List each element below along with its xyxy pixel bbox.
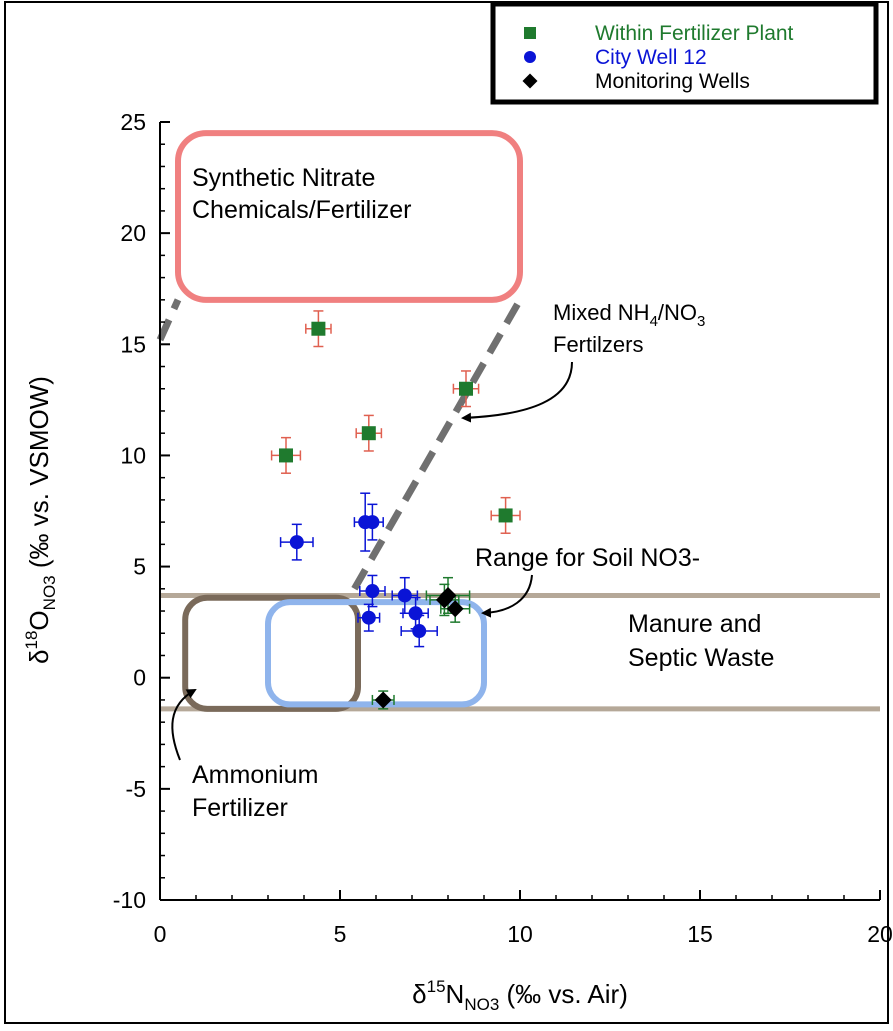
y-tick-label: 25 [120,109,146,135]
legend-marker-circle [524,51,536,63]
mixed-label-pre: Mixed NH [553,300,650,325]
mixed-line-left [156,298,182,342]
y-axis-title: δ18ONO3 (‰ vs. VSMOW) [22,376,59,664]
point-square [498,508,513,523]
figure-border [4,1,889,1024]
legend-label: City Well 12 [595,46,707,69]
ammonium-label-line2: Fertilizer [192,794,288,822]
soil-arrow [481,574,533,618]
mixed-label-sub1: 4 [650,313,658,330]
x-tick-label: 10 [507,921,533,947]
mixed-arrow [461,361,573,423]
x-axis-title-sub: NO3 [464,995,499,1014]
manure-label-line2: Septic Waste [628,644,774,672]
point-diamond [446,600,464,618]
point-square [459,381,473,396]
y-tick-label: 10 [120,442,146,468]
ammonium-label-line1: Ammonium [192,761,318,789]
mixed-label-sub2: 3 [697,313,705,330]
point-circle [408,606,423,621]
point-circle [412,624,427,639]
y-axis-title-delta: δ [24,649,54,663]
x-tick-label: 0 [154,921,167,947]
manure-label-line1: Manure and [628,610,761,638]
point-diamond [439,586,457,604]
mixed-line-upper [351,298,524,591]
region-box-2 [265,599,487,708]
mixed-label-mid: /NO [658,300,697,325]
legend-label: Within Fertilizer Plant [595,22,794,45]
point-circle [289,535,304,550]
x-tick-label: 5 [334,921,347,947]
x-axis-title-sup: 15 [427,977,446,996]
mixing-lines-layer [156,298,524,591]
region-box-0 [175,130,523,303]
y-axis-title-rest: (‰ vs. VSMOW) [24,376,54,575]
legend-marker-square [524,27,536,39]
data-points-layer [279,321,513,709]
y-tick-label: 15 [120,331,146,357]
y-axis-title-sub: NO3 [40,575,59,610]
x-axis-title-delta: δ [412,979,426,1009]
point-circle [365,515,380,530]
legend-box [490,1,879,105]
mixed-label-line1: Mixed NH4/NO3 [553,300,705,330]
point-diamond [374,691,392,709]
x-axis-title: δ15NNO3 (‰ vs. Air) [412,977,628,1014]
point-square [311,321,326,336]
ticks-layer: 0 5 10 15 20 25 20 15 10 5 0 -5 -10 [113,109,893,947]
y-tick-label: -5 [126,776,146,802]
x-axis-title-rest: (‰ vs. Air) [499,979,628,1009]
legend-label: Monitoring Wells [595,70,750,93]
point-circle [397,588,412,603]
synthetic-label-line2: Chemicals/Fertilizer [192,196,411,224]
y-tick-label: 0 [133,665,146,691]
point-square [361,426,376,441]
regions-layer [160,130,880,712]
point-circle [361,610,376,625]
mixed-label-line2: Fertilzers [553,332,643,357]
y-tick-label: 5 [133,554,146,580]
x-tick-label: 15 [687,921,713,947]
x-tick-label: 20 [867,921,893,947]
y-tick-label: -10 [113,887,146,913]
y-tick-label: 20 [120,220,146,246]
point-circle [365,584,380,599]
ammonium-arrow [171,689,197,761]
region-box-1 [182,594,361,712]
point-square [279,448,293,463]
y-axis-title-main: O [24,610,54,630]
soil-label: Range for Soil NO3- [475,544,700,572]
legend-marker-diamond [522,73,538,89]
x-axis-title-main: N [446,979,465,1009]
synthetic-label-line1: Synthetic Nitrate [192,164,375,192]
y-axis-title-sup: 18 [22,631,41,650]
